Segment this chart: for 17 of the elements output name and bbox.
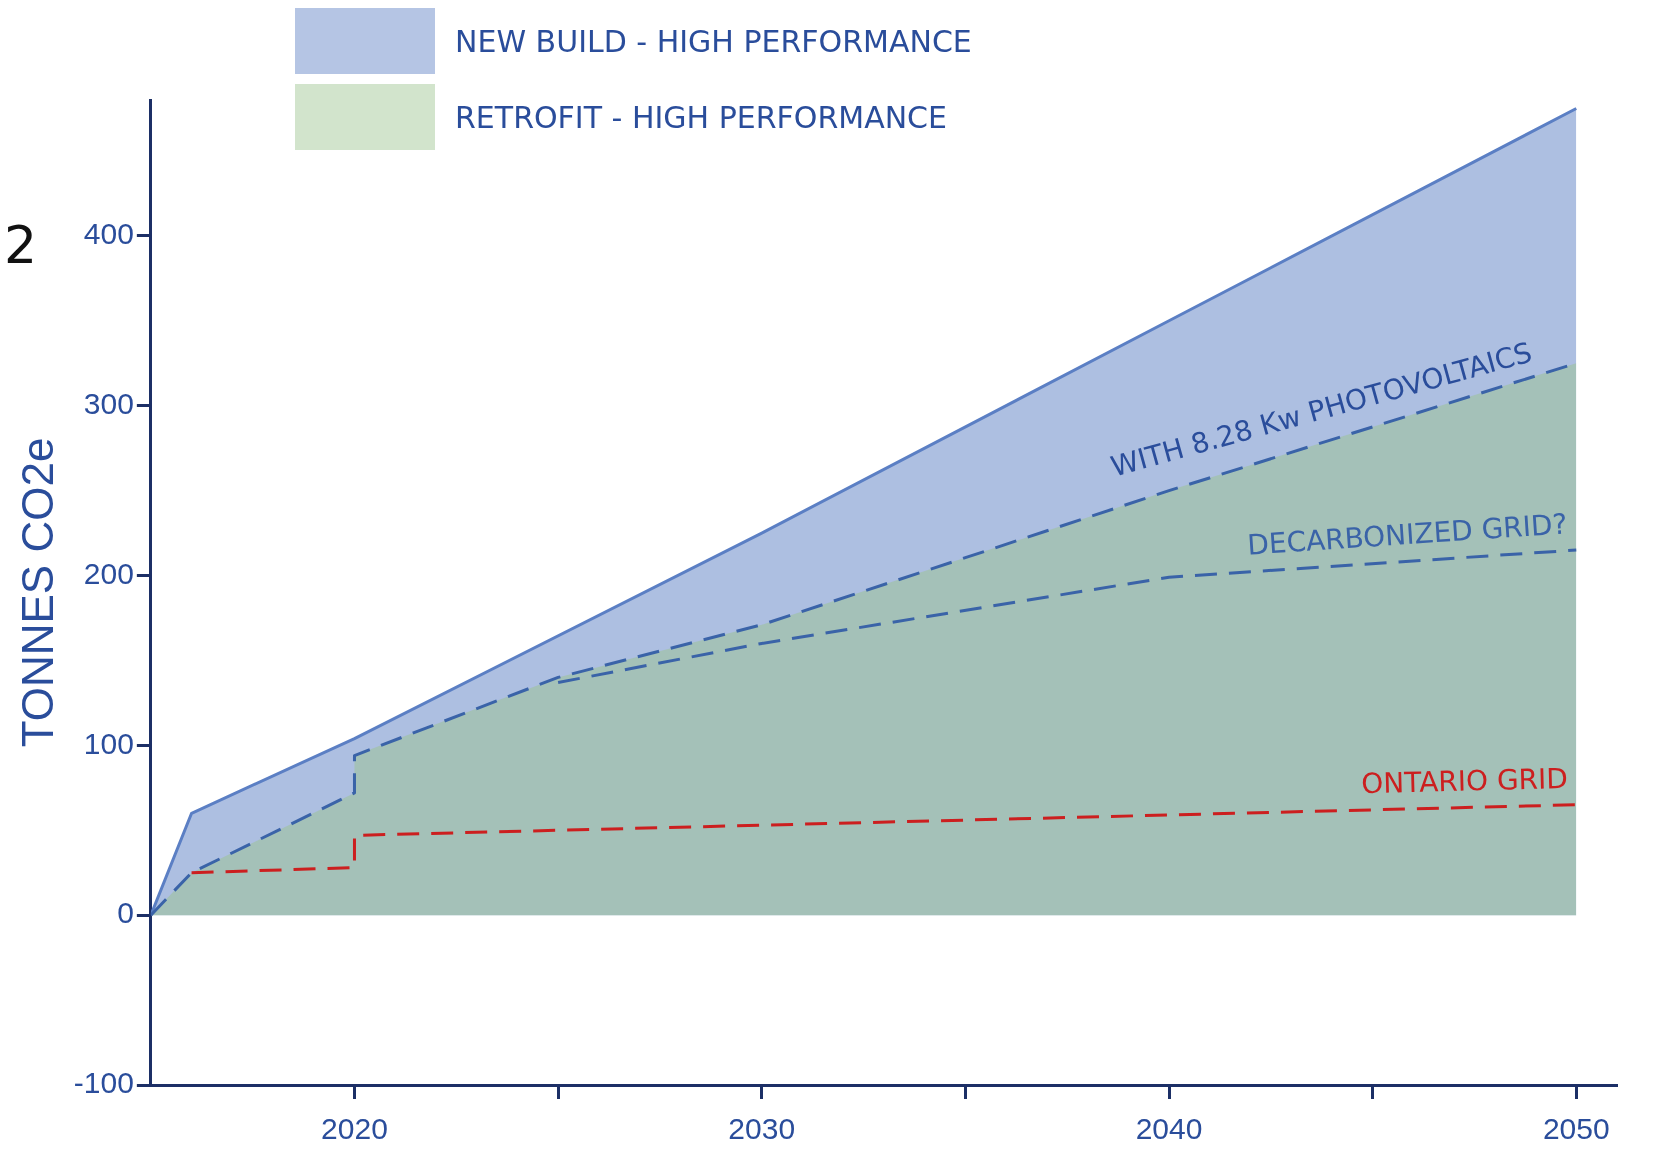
y-axis-title: TONNES CO2e — [12, 437, 62, 748]
series-label: ONTARIO GRID — [1360, 762, 1569, 801]
x-tick-label: 2020 — [321, 1112, 388, 1146]
y-tick-label: 0 — [117, 896, 134, 930]
y-tick-label: 400 — [83, 217, 134, 251]
y-tick-label: 200 — [83, 556, 134, 590]
y-tick-label: 100 — [83, 726, 134, 760]
series-label: DECARBONIZED GRID? — [1246, 507, 1569, 562]
line-series — [190, 803, 1578, 875]
x-tick-label: 2050 — [1542, 1112, 1610, 1146]
legend-label: NEW BUILD - HIGH PERFORMANCE — [455, 23, 972, 59]
text: 2 — [4, 215, 38, 275]
legend-label: RETROFIT - HIGH PERFORMANCE — [455, 99, 948, 135]
x-tick-label: 2040 — [1135, 1112, 1203, 1146]
x-tick-label: 2030 — [728, 1112, 796, 1146]
y-tick-label: -100 — [73, 1066, 134, 1100]
y-tick-label: 300 — [83, 386, 134, 420]
